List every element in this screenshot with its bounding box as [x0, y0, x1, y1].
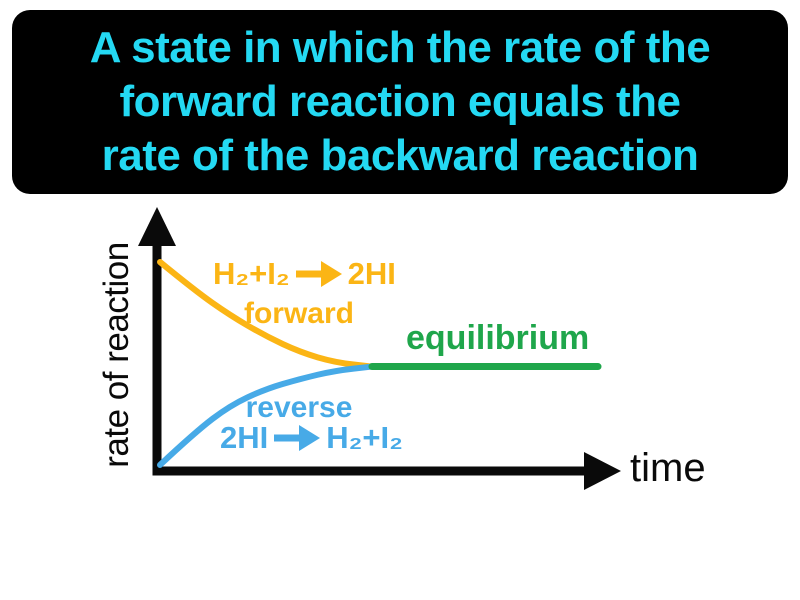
forward-formula-reactants: H₂+I₂ [213, 256, 290, 291]
y-axis-label: rate of reaction [97, 242, 136, 468]
forward-reaction-arrow-icon [295, 261, 342, 287]
reverse-formula-products: H₂+I₂ [326, 420, 403, 455]
reverse-curve [157, 363, 375, 468]
arrow-shaft [274, 434, 302, 442]
forward-curve-label: forward [243, 297, 354, 330]
reverse-reaction-formula: 2HI H₂+I₂ [220, 420, 403, 456]
arrow-shaft [295, 270, 323, 278]
forward-curve [157, 259, 375, 370]
reverse-formula-reactant: 2HI [220, 420, 269, 455]
definition-line-1: A state in which the rate of the [89, 23, 711, 72]
reverse-curve-label: reverse [245, 391, 353, 424]
forward-reaction-formula: H₂+I₂ 2HI [213, 256, 396, 292]
arrow-head [299, 425, 321, 451]
x-axis-arrowhead-icon [584, 452, 621, 490]
curves-group [157, 259, 602, 468]
definition-line-3: rate of the backward reaction [101, 131, 699, 180]
definition-card: A state in which the rate of the forward… [12, 10, 788, 194]
equilibrium-label: equilibrium [406, 319, 590, 357]
x-axis-label: time [630, 446, 706, 490]
y-axis-arrowhead-icon [138, 207, 176, 246]
reverse-reaction-arrow-icon [274, 425, 321, 451]
definition-line-2: forward reaction equals the [119, 77, 681, 126]
forward-formula-product: 2HI [347, 256, 396, 291]
arrow-head [320, 261, 342, 287]
